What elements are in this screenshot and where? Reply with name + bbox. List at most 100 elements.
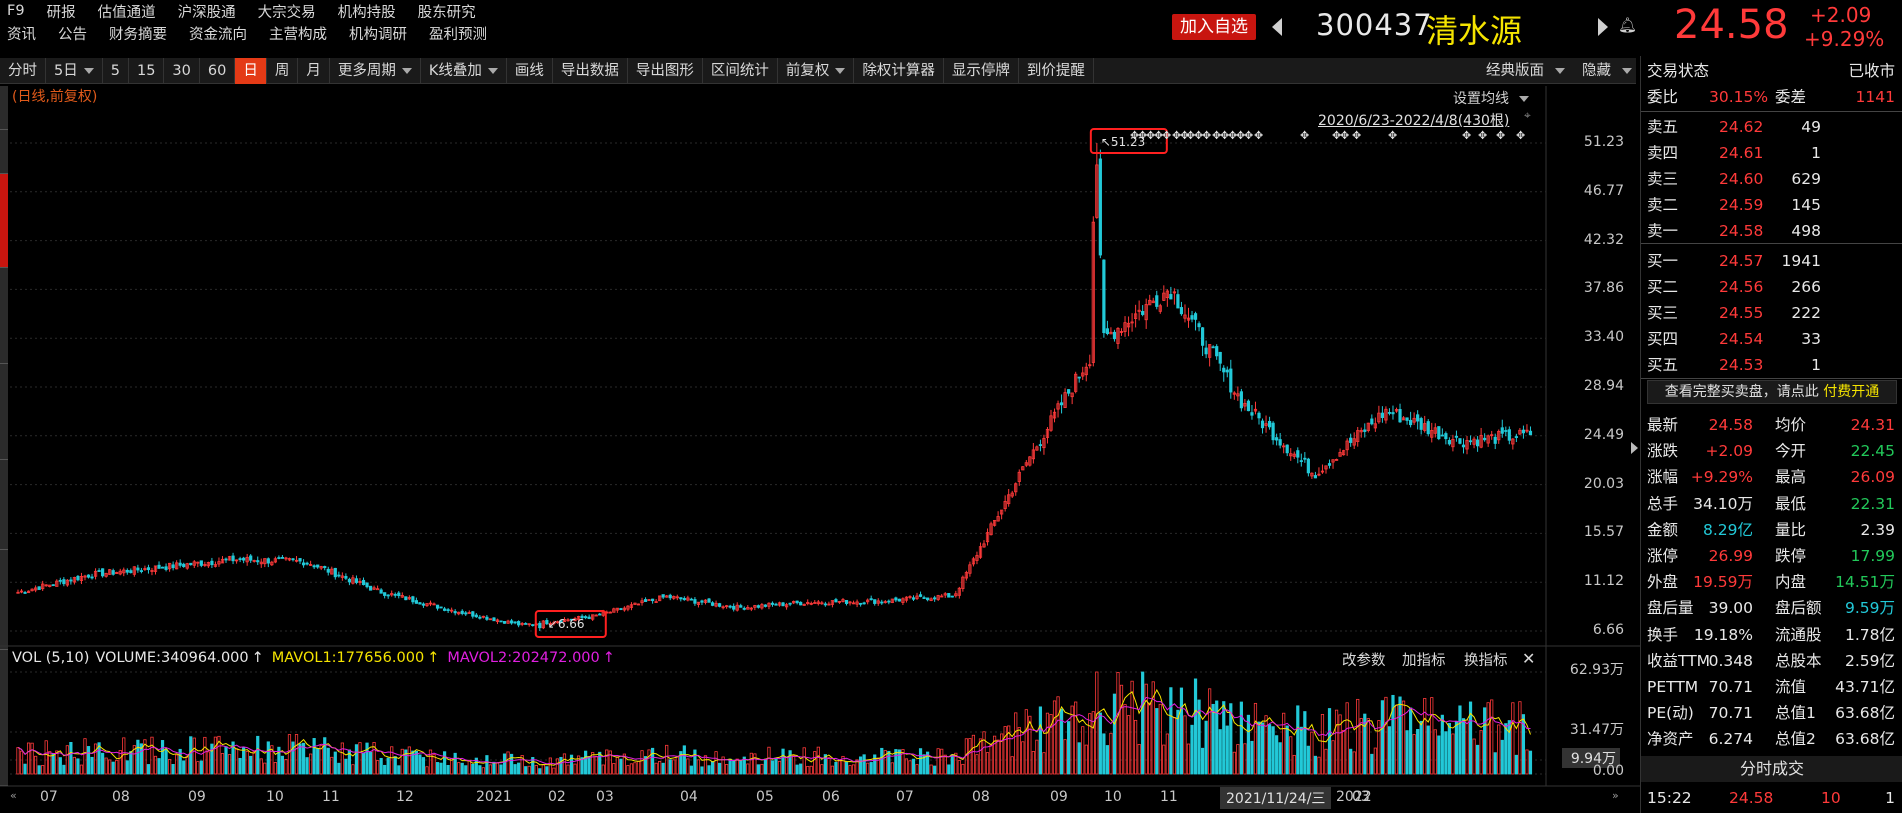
event-marker[interactable]: ✥ bbox=[1516, 129, 1525, 142]
ask-row[interactable]: 卖二 24.59 145 bbox=[1641, 192, 1902, 218]
event-marker[interactable]: ✥ bbox=[1388, 129, 1397, 142]
toolbar-item[interactable]: 显示停牌 bbox=[944, 57, 1019, 84]
toolbar-item[interactable]: 5 bbox=[103, 57, 129, 84]
menu-item[interactable]: 机构持股 bbox=[337, 4, 396, 21]
event-marker[interactable]: ✥ bbox=[1130, 129, 1139, 142]
toolbar-item[interactable]: 分时 bbox=[0, 57, 46, 84]
toolbar-item[interactable]: 导出图形 bbox=[628, 57, 703, 84]
ask-row[interactable]: 卖四 24.61 1 bbox=[1641, 140, 1902, 166]
toolbar-item[interactable]: 日 bbox=[235, 57, 267, 84]
event-marker[interactable]: ✥ bbox=[1496, 129, 1505, 142]
side-tab[interactable] bbox=[0, 86, 8, 130]
bid-row[interactable]: 买五 24.53 1 bbox=[1641, 352, 1902, 378]
bid-row[interactable]: 买一 24.57 1941 bbox=[1641, 248, 1902, 274]
event-marker[interactable]: ✥ bbox=[1332, 129, 1341, 142]
event-marker[interactable]: ✥ bbox=[1202, 129, 1211, 142]
candle-body bbox=[1116, 327, 1120, 344]
menu-item[interactable]: 资讯 bbox=[7, 26, 36, 43]
kline-chart[interactable]: ↖51.23 ↙6.66 ✥ ✥ ✥ ✥ ✥ ✥ ✥ ✥ ✥ ✥ ✥ ✥ ✥ ✥ ✥ ✥ ✥ ✥ ✥ ✥ ✥ ✥ ✥ ✥ ✥ bbox=[0, 86, 1640, 791]
event-marker[interactable]: ✥ bbox=[1220, 129, 1229, 142]
event-marker[interactable]: ✥ bbox=[1162, 129, 1171, 142]
event-marker[interactable]: ✥ bbox=[1236, 129, 1245, 142]
toolbar-item[interactable]: K线叠加 bbox=[421, 57, 507, 84]
toolbar-item[interactable]: 15 bbox=[129, 57, 165, 84]
prev-stock-arrow-icon[interactable] bbox=[1272, 18, 1282, 36]
toolbar-item[interactable]: 30 bbox=[164, 57, 200, 84]
bell-icon[interactable]: 🔔︎ bbox=[1618, 16, 1638, 34]
toolbar-item[interactable]: 60 bbox=[200, 57, 236, 84]
ask-row[interactable]: 卖一 24.58 498 bbox=[1641, 218, 1902, 244]
switch-indicator-button[interactable]: 换指标 bbox=[1464, 653, 1508, 669]
toolbar-item[interactable]: 到价提醒 bbox=[1019, 57, 1094, 84]
chart-range[interactable]: 2020/6/23-2022/4/8(430根) bbox=[1318, 113, 1510, 129]
vip-upgrade-bar[interactable]: 查看完整买卖盘，请点此 付费开通 bbox=[1647, 380, 1897, 404]
close-icon[interactable]: ✕ bbox=[1522, 649, 1536, 668]
scroll-left-icon[interactable]: « bbox=[10, 789, 17, 802]
side-tab[interactable] bbox=[0, 550, 8, 650]
menu-item[interactable]: 财务摘要 bbox=[109, 26, 167, 43]
toolbar-item[interactable]: 区间统计 bbox=[703, 57, 778, 84]
event-marker[interactable]: ✥ bbox=[1300, 129, 1309, 142]
side-tab-active[interactable] bbox=[0, 174, 8, 268]
event-marker[interactable]: ✥ bbox=[1138, 129, 1147, 142]
next-stock-arrow-icon[interactable] bbox=[1598, 18, 1608, 36]
set-ma-button[interactable]: 设置均线 bbox=[1453, 88, 1530, 108]
ask-row[interactable]: 卖三 24.60 629 bbox=[1641, 166, 1902, 192]
event-marker[interactable]: ✥ bbox=[1462, 129, 1471, 142]
event-marker[interactable]: ✥ bbox=[1180, 129, 1189, 142]
toolbar-item[interactable]: 前复权 bbox=[778, 57, 855, 84]
vip-link[interactable]: 付费开通 bbox=[1823, 384, 1880, 400]
menu-item[interactable]: 大宗交易 bbox=[257, 4, 316, 21]
event-marker[interactable]: ✥ bbox=[1478, 129, 1487, 142]
event-marker[interactable]: ✥ bbox=[1244, 129, 1253, 142]
bid-row[interactable]: 买二 24.56 266 bbox=[1641, 274, 1902, 300]
toolbar-item[interactable]: 更多周期 bbox=[330, 57, 421, 84]
event-marker[interactable]: ✥ bbox=[1352, 129, 1361, 142]
toolbar-item[interactable]: 画线 bbox=[507, 57, 553, 84]
event-marker[interactable]: ✥ bbox=[1254, 129, 1263, 142]
side-tab[interactable] bbox=[0, 268, 8, 364]
bid-row[interactable]: 买三 24.55 222 bbox=[1641, 300, 1902, 326]
event-marker[interactable]: ✥ bbox=[1212, 129, 1221, 142]
toolbar-item[interactable]: 导出数据 bbox=[553, 57, 628, 84]
toolbar-item[interactable]: 5日 bbox=[46, 57, 103, 84]
add-watchlist-button[interactable]: 加入自选 bbox=[1172, 14, 1256, 40]
edit-params-button[interactable]: 改参数 bbox=[1342, 653, 1386, 669]
volume-bar bbox=[298, 743, 302, 775]
toolbar-item[interactable]: 月 bbox=[298, 57, 330, 84]
menu-item[interactable]: 机构调研 bbox=[349, 26, 407, 43]
event-marker[interactable]: ✥ bbox=[1186, 129, 1195, 142]
candle-body bbox=[16, 591, 20, 594]
kline-svg[interactable]: ↖51.23↙6.66✥✥✥✥✥ ✥✥✥✥✥ ✥✥✥✥✥ ✥ ✥ ✥✥ ✥ ✥ ✥ ✥ ✥ ✥ bbox=[0, 86, 1640, 791]
event-marker[interactable]: ✥ bbox=[1146, 129, 1155, 142]
toolbar-item[interactable]: 周 bbox=[267, 57, 299, 84]
scroll-right-icon[interactable]: » bbox=[1612, 789, 1619, 802]
hide-button[interactable]: 隐藏 bbox=[1582, 58, 1632, 84]
layout-select[interactable]: 经典版面 bbox=[1486, 58, 1565, 84]
event-marker[interactable]: ✥ bbox=[1172, 129, 1181, 142]
event-marker[interactable]: ✥ bbox=[1154, 129, 1163, 142]
event-marker[interactable]: ✥ bbox=[1340, 129, 1349, 142]
menu-item[interactable]: 估值通道 bbox=[97, 4, 156, 21]
menu-item[interactable]: 主营构成 bbox=[269, 26, 327, 43]
stat-value: 6.274 bbox=[1708, 730, 1753, 749]
add-indicator-button[interactable]: 加指标 bbox=[1402, 653, 1446, 669]
menu-item[interactable]: 盈利预测 bbox=[429, 26, 487, 43]
side-tab[interactable] bbox=[0, 130, 8, 174]
panel-toggle-arrow-icon[interactable] bbox=[1631, 442, 1638, 454]
menu-item[interactable]: 沪深股通 bbox=[177, 4, 236, 21]
menu-item[interactable]: 公告 bbox=[58, 26, 87, 43]
event-marker[interactable]: ✥ bbox=[1194, 129, 1203, 142]
toolbar-item[interactable]: 除权计算器 bbox=[854, 57, 944, 84]
side-tab[interactable] bbox=[0, 460, 8, 550]
menu-item[interactable]: F9 bbox=[7, 3, 25, 19]
bid-row[interactable]: 买四 24.54 33 bbox=[1641, 326, 1902, 352]
menu-item[interactable]: 股东研究 bbox=[417, 4, 476, 21]
menu-item[interactable]: 研报 bbox=[46, 4, 76, 21]
ask-row[interactable]: 卖五 24.62 49 bbox=[1641, 114, 1902, 140]
pin-icon[interactable]: ⌖ bbox=[1524, 108, 1531, 122]
menu-item[interactable]: 资金流向 bbox=[189, 26, 247, 43]
event-marker[interactable]: ✥ bbox=[1228, 129, 1237, 142]
volume-bar bbox=[1031, 751, 1035, 775]
side-tab[interactable] bbox=[0, 364, 8, 460]
